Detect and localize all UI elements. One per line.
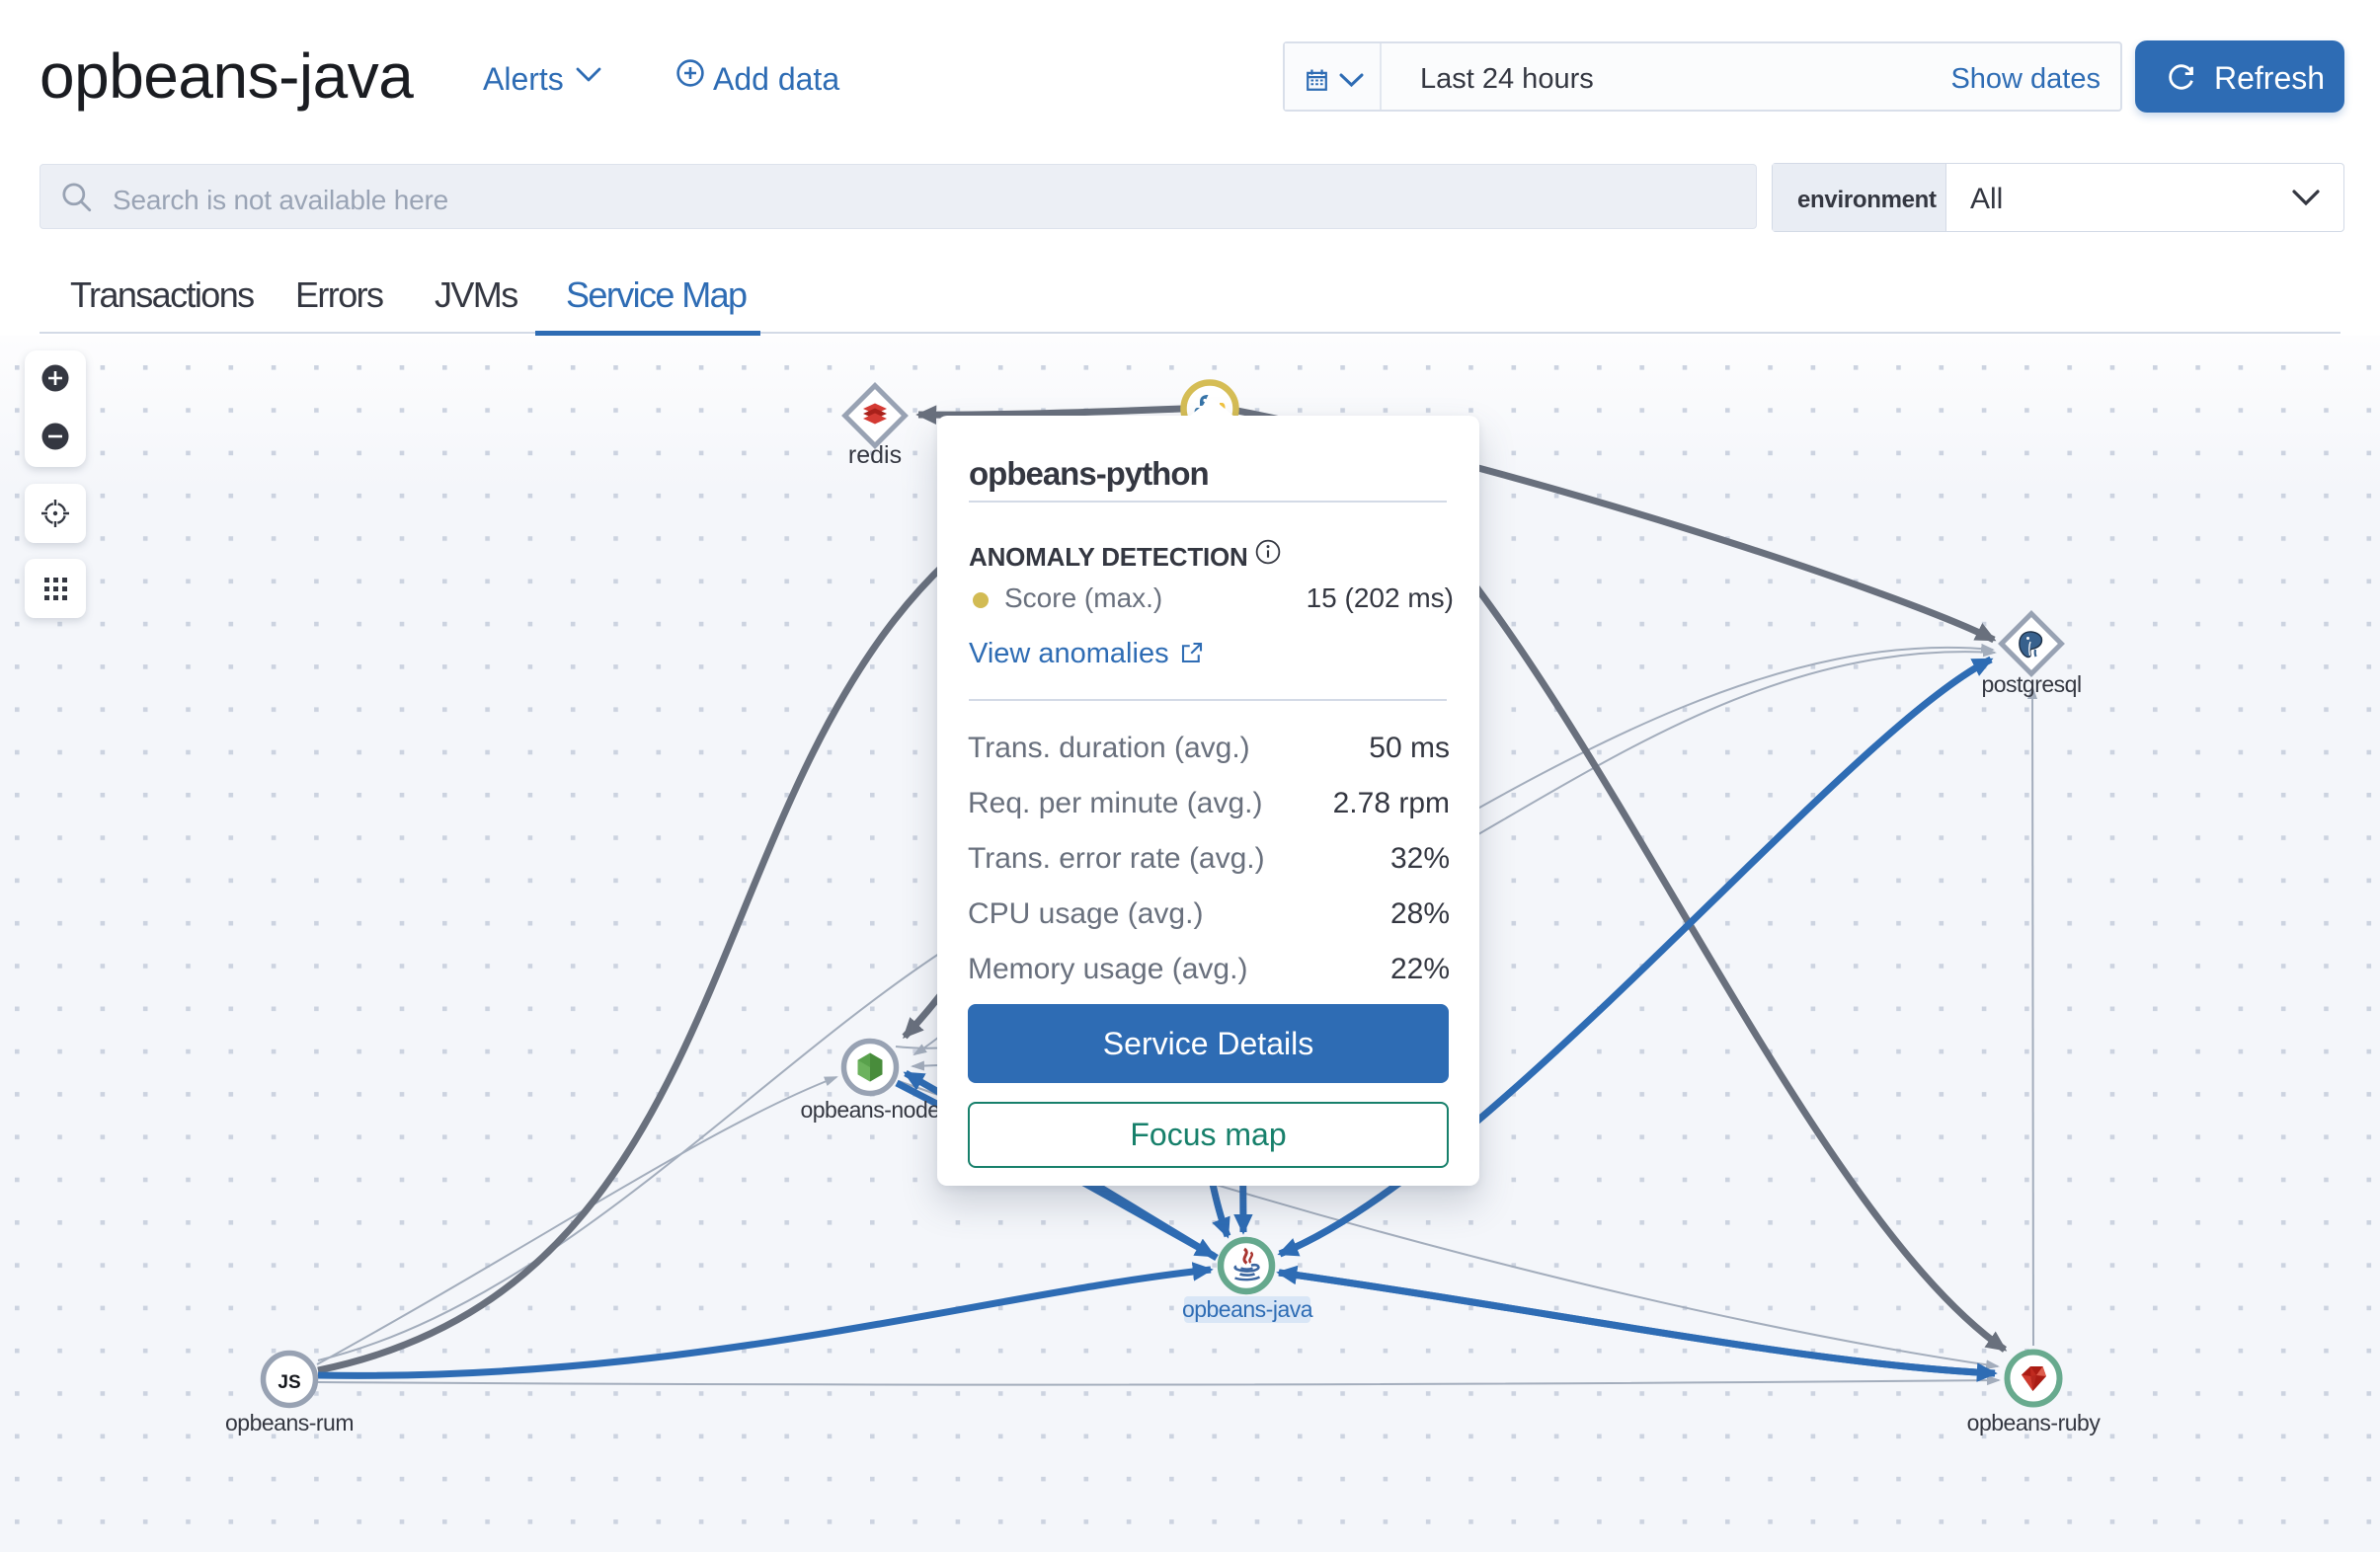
svg-text:opbeans-rum: opbeans-rum [225,1410,354,1436]
svg-text:opbeans-node: opbeans-node [800,1097,939,1123]
svg-text:opbeans-ruby: opbeans-ruby [1967,1410,2102,1436]
svg-text:opbeans-java: opbeans-java [1182,1296,1313,1322]
svg-text:JS: JS [278,1372,300,1393]
svg-text:postgresql: postgresql [1981,671,2081,697]
svg-text:redis: redis [848,441,902,469]
